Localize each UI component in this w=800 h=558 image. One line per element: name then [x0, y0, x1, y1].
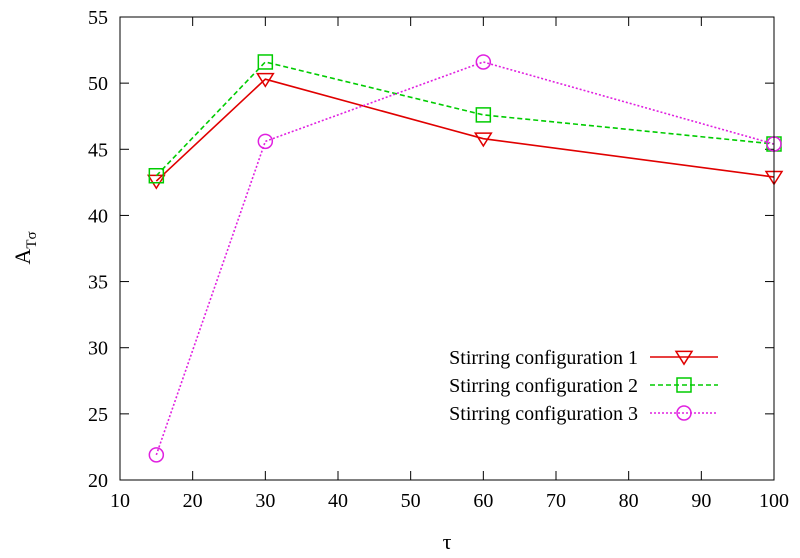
x-tick-label: 80: [619, 490, 639, 512]
series-line: [155, 61, 775, 456]
y-tick-label: 35: [88, 272, 108, 294]
x-tick-label: 60: [473, 490, 493, 512]
data-point: [148, 447, 165, 463]
data-point: [148, 167, 165, 184]
chart-series: [146, 54, 784, 463]
y-axis-label-sub: Tσ: [24, 231, 40, 248]
legend-label: Stirring configuration 1: [449, 347, 638, 369]
data-point: [475, 107, 492, 123]
data-point: [257, 133, 274, 150]
legend: Stirring configuration 1 Stirring configu…: [449, 347, 718, 425]
x-axis-label: τ: [443, 529, 452, 554]
data-point: [475, 54, 492, 70]
y-tick-label: 40: [88, 205, 108, 227]
legend-item: Stirring configuration 3: [449, 403, 718, 425]
x-tick-label: 40: [328, 490, 348, 512]
y-tick-label: 55: [88, 7, 108, 29]
legend-label: Stirring configuration 2: [449, 375, 638, 397]
y-tick-label: 50: [88, 73, 108, 95]
legend-label: Stirring configuration 3: [449, 403, 638, 425]
y-tick-label: 45: [88, 139, 108, 161]
x-tick-label: 20: [183, 490, 203, 512]
series-line: [155, 61, 775, 177]
y-tick-label: 25: [88, 404, 108, 426]
y-axis-label: ATσ: [10, 231, 40, 264]
x-tick-label: 10: [110, 490, 130, 512]
data-point: [257, 54, 274, 70]
y-tick-label: 30: [88, 338, 108, 360]
series-2: [148, 54, 782, 184]
legend-item: Stirring configuration 2: [449, 375, 718, 397]
x-tick-label: 70: [546, 490, 566, 512]
legend-marker: [674, 350, 694, 366]
y-axis-label-base: A: [10, 249, 35, 265]
data-point: [255, 72, 275, 88]
legend-marker: [676, 405, 692, 421]
x-tick-label: 90: [691, 490, 711, 512]
data-point: [146, 174, 166, 190]
y-tick-label: 20: [88, 470, 108, 492]
x-tick-label: 100: [759, 490, 789, 512]
series-3: [148, 54, 782, 463]
x-tick-label: 30: [255, 490, 275, 512]
legend-marker: [676, 377, 692, 393]
x-tick-label: 50: [401, 490, 421, 512]
legend-item: Stirring configuration 1: [449, 347, 718, 369]
data-point: [473, 132, 493, 148]
plot-frame: [119, 16, 775, 481]
series-1: [146, 72, 784, 190]
series-line: [155, 78, 775, 182]
